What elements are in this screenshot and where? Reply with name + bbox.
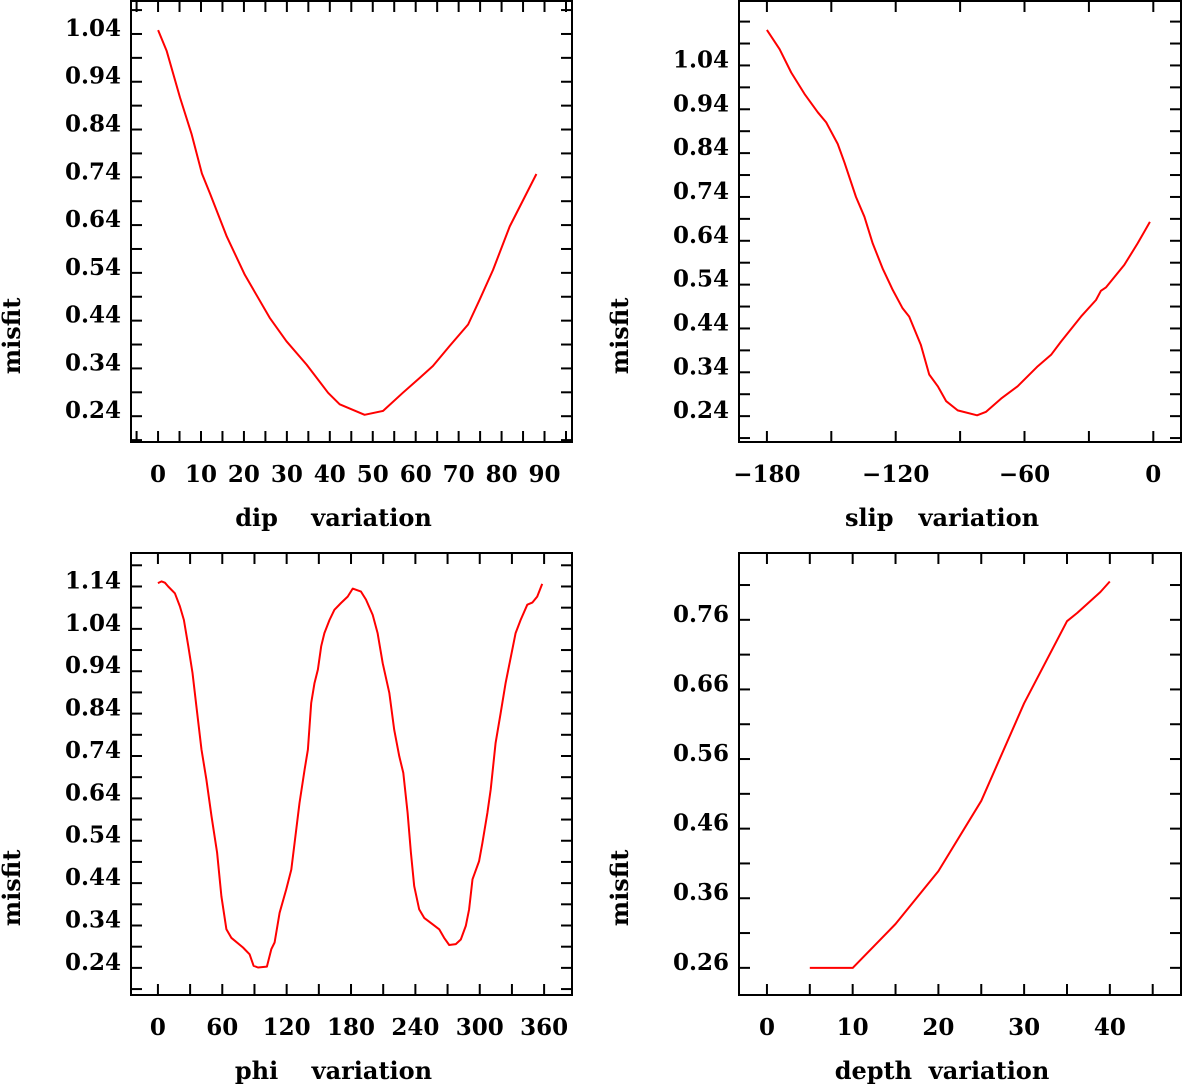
y-tick-label: 0.44	[65, 864, 121, 891]
x-tick-label: 0	[150, 461, 166, 488]
x-tick-label: 60	[206, 1014, 238, 1041]
y-tick-label: 0.76	[673, 601, 729, 628]
x-tick-label: 0	[1145, 461, 1161, 488]
y-axis-label: misfit	[0, 850, 26, 927]
y-tick-label: 0.74	[65, 737, 121, 764]
x-tick-label: 30	[271, 461, 303, 488]
plot-frame	[738, 0, 1182, 443]
x-tick-label: 40	[1094, 1014, 1126, 1041]
y-tick-label: 1.04	[673, 46, 729, 73]
x-axis-label: depth variation	[835, 1056, 1050, 1085]
y-tick-label: 1.14	[65, 567, 121, 594]
y-tick-label: 0.84	[65, 111, 121, 138]
y-tick-label: 0.26	[673, 949, 729, 976]
y-tick-label: 0.64	[65, 206, 121, 233]
y-tick-label: 0.34	[65, 907, 121, 934]
x-tick-label: 40	[314, 461, 346, 488]
x-tick-label: 240	[391, 1014, 439, 1041]
misfit-series-line	[157, 580, 544, 969]
y-axis-label: misfit	[0, 298, 26, 375]
y-tick-label: 0.94	[65, 652, 121, 679]
x-tick-label: 0	[150, 1014, 166, 1041]
y-tick-label: 0.54	[673, 266, 729, 293]
x-tick-label: 80	[486, 461, 518, 488]
x-tick-label: −120	[862, 461, 929, 488]
y-tick-label: 0.34	[65, 349, 121, 376]
x-tick-label: 90	[529, 461, 561, 488]
y-axis-label: misfit	[605, 298, 634, 375]
subplot-2: −180 −120 −60 0 1.04 0.94 0.84 0.74 0.64 0.54 0.44…	[605, 0, 1182, 532]
x-tick-label: 10	[185, 461, 217, 488]
y-tick-label: 0.66	[673, 670, 729, 697]
x-tick-label: 10	[837, 1014, 869, 1041]
x-axis-label: phi variation	[235, 1056, 432, 1085]
misfit-series-line	[809, 580, 1111, 969]
y-tick-label: 0.74	[65, 158, 121, 185]
y-tick-label: 0.44	[673, 309, 729, 336]
x-axis-label: slip variation	[845, 503, 1039, 532]
y-tick-label: 0.54	[65, 822, 121, 849]
y-tick-label: 0.84	[673, 134, 729, 161]
y-tick-label: 0.94	[65, 63, 121, 90]
x-tick-label: 60	[400, 461, 432, 488]
y-axis-label: misfit	[605, 850, 634, 927]
y-tick-label: 0.64	[673, 222, 729, 249]
subplot-1: 0 10 20 30 40 50 60 70 80 90 1.04 0.94 0.84 0.74 0.64 0…	[0, 0, 573, 532]
y-tick-label: 0.44	[65, 302, 121, 329]
y-tick-label: 0.34	[673, 353, 729, 380]
y-tick-label: 1.04	[65, 610, 121, 637]
plot-frame	[738, 552, 1182, 996]
x-tick-label: 30	[1008, 1014, 1040, 1041]
y-tick-label: 0.54	[65, 254, 121, 281]
x-tick-label: 180	[327, 1014, 375, 1041]
x-tick-label: −180	[733, 461, 800, 488]
x-tick-label: 20	[228, 461, 260, 488]
y-tick-label: 0.74	[673, 178, 729, 205]
x-tick-label: 70	[443, 461, 475, 488]
x-tick-label: 300	[456, 1014, 504, 1041]
misfit-series-line	[157, 29, 538, 416]
y-tick-label: 1.04	[65, 15, 121, 42]
x-tick-label: −60	[999, 461, 1050, 488]
y-tick-label: 0.36	[673, 879, 729, 906]
x-tick-label: 20	[922, 1014, 954, 1041]
misfit-series-line	[766, 29, 1151, 417]
y-tick-label: 0.24	[673, 397, 729, 424]
subplot-4: 0 10 20 30 40 0.76 0.66 0.56 0.46 0.36 0.26 depth v…	[605, 552, 1182, 1085]
x-tick-label: 50	[357, 461, 389, 488]
y-tick-label: 0.24	[65, 949, 121, 976]
plot-frame	[130, 0, 573, 443]
y-tick-label: 0.84	[65, 695, 121, 722]
y-tick-label: 0.94	[673, 90, 729, 117]
x-tick-label: 120	[263, 1014, 311, 1041]
y-tick-label: 0.24	[65, 397, 121, 424]
x-tick-label: 360	[520, 1014, 568, 1041]
plot-frame	[130, 552, 573, 996]
subplot-3: 0 60 120 180 240 300 360 1.14 1.04 0.94 0.84 0.74 0.…	[0, 552, 573, 1085]
x-axis-label: dip variation	[235, 503, 432, 532]
y-tick-label: 0.46	[673, 810, 729, 837]
y-tick-label: 0.64	[65, 779, 121, 806]
y-tick-label: 0.56	[673, 740, 729, 767]
x-tick-label: 0	[759, 1014, 775, 1041]
